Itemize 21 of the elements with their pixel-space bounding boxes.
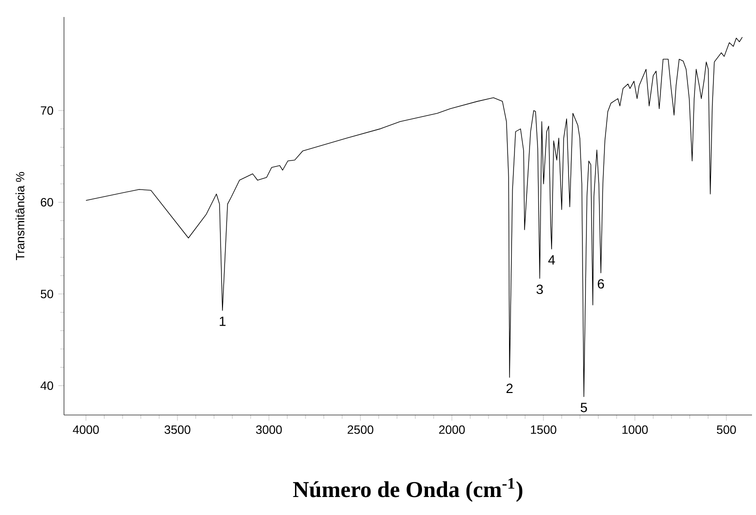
x-tick-label: 500: [716, 425, 736, 434]
annotation: 2: [506, 384, 513, 393]
annotation: 4: [548, 255, 555, 264]
x-tick-label: 2000: [439, 425, 465, 434]
y-tick-label: 70: [40, 106, 54, 115]
y-tick-label: 50: [40, 290, 54, 298]
x-tick-label: 4000: [72, 425, 99, 434]
x-tick-label: 2500: [348, 425, 374, 434]
x-tick-label: 1000: [622, 425, 648, 434]
x-tick-label: 3000: [256, 425, 282, 434]
x-axis-title: Número de Onda (cm$^{-1}$): [293, 478, 522, 502]
y-axis-title: Transmitância %: [16, 172, 24, 260]
y-tick-label: 40: [40, 381, 54, 390]
line-series: [86, 36, 743, 397]
annotation: 5: [580, 402, 587, 412]
y-tick-label: 60: [40, 198, 54, 206]
x-tick-label: 1500: [530, 425, 556, 434]
annotation: 1: [220, 316, 226, 326]
annotation: 6: [598, 279, 604, 289]
x-tick-label: 3500: [164, 425, 190, 434]
annotation: 3: [536, 284, 543, 294]
